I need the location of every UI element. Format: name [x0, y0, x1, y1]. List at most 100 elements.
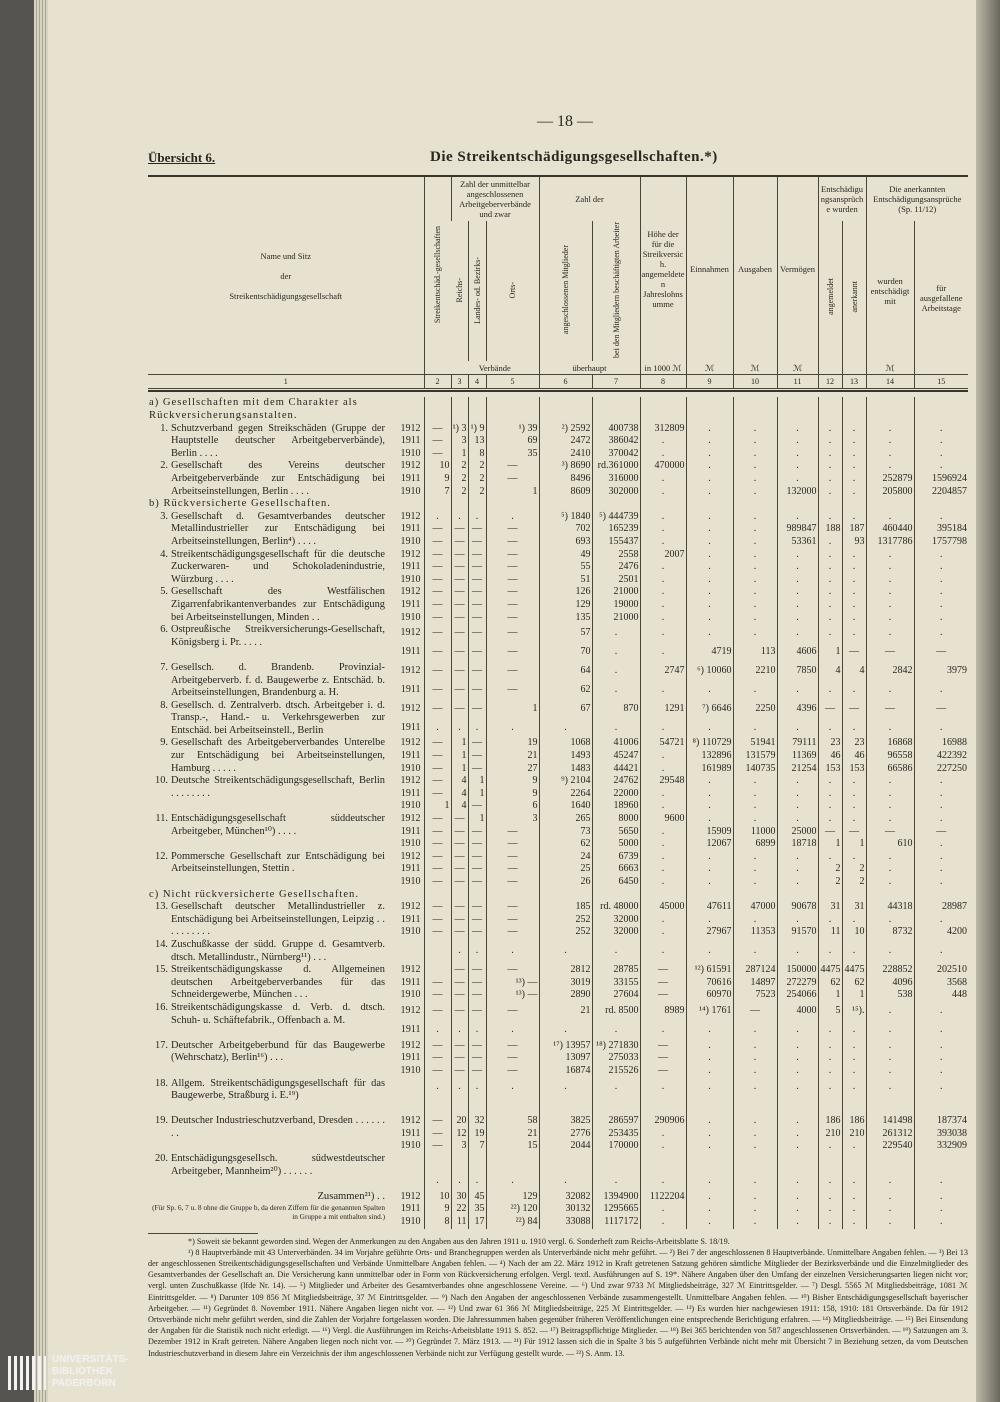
entry-name: 16. Streikentschädigungskasse d. Verb. d.…: [148, 1002, 387, 1040]
value-cell-col-3: —: [450, 1039, 468, 1053]
value-cell-col-8: 1291: [639, 699, 686, 719]
value-cell-col-12: 1: [817, 989, 842, 1002]
table-row: ..............: [148, 1171, 968, 1191]
empty-cell: [538, 397, 592, 423]
value-cell-col-5: —: [485, 964, 539, 977]
value-cell-col-11: .: [776, 624, 818, 644]
entry-name-text: Gesellschaft des Vereins deutscher Arbei…: [171, 460, 385, 497]
value-cell-col-13: .: [841, 1203, 866, 1217]
value-cell-col-12: 5: [817, 1001, 842, 1021]
entry-name-text: Streikentschädigungskasse d. Allgemeinen…: [171, 964, 385, 1001]
value-cell-col-11: .: [776, 1077, 818, 1097]
value-cell-col-7: .: [591, 643, 640, 662]
value-cell-col-13: .: [841, 1077, 866, 1097]
value-cell-col-3: —: [450, 624, 468, 644]
value-cell-col-5: ¹³) —: [485, 976, 539, 990]
value-cell-col-15: 3979: [913, 661, 968, 681]
value-cell-col-13: 10: [841, 926, 866, 939]
entry-number: 2.: [160, 460, 168, 472]
value-cell-col-3: 2: [450, 485, 468, 499]
value-cell-col-7: 6663: [591, 863, 640, 877]
value-cell-col-5: —: [485, 1052, 539, 1065]
table-row: 1911..............: [148, 718, 968, 738]
value-cell-col-2: [423, 1153, 451, 1172]
value-cell-col-11: .: [776, 573, 818, 587]
table-row: 1910 1 4—6 1640 18960........: [148, 800, 968, 814]
value-cell-col-13: .: [841, 447, 866, 461]
value-cell-col-4: 45: [467, 1190, 486, 1204]
value-cell-col-11: 79111: [776, 737, 818, 751]
value-cell-col-15: .: [913, 561, 968, 574]
column-number: 7: [591, 374, 641, 390]
value-cell-col-14: .: [865, 1190, 914, 1204]
value-cell-col-15: .: [913, 510, 968, 524]
year-cell: 1912: [400, 702, 421, 714]
value-cell-col-12: 2: [817, 876, 842, 889]
value-cell-col-13: .: [841, 1140, 866, 1154]
entry-name: 20. Entschädigungsgesellsch. südwestdeuts…: [148, 1153, 387, 1191]
year-cell: 1911: [400, 787, 421, 799]
value-cell-col-15: .: [913, 680, 968, 700]
value-cell-col-2: —: [423, 750, 451, 763]
value-cell-col-14: .: [865, 1001, 914, 1021]
empty-cell: [450, 888, 468, 902]
value-cell-col-6: ¹⁷) 13957: [538, 1039, 592, 1053]
value-cell-col-14: 16868: [865, 737, 914, 751]
entry-number: 14.: [155, 938, 168, 950]
value-cell-col-2: —: [423, 598, 451, 612]
value-cell-col-12: 4: [817, 661, 842, 681]
value-cell-col-6: 252: [538, 926, 592, 939]
value-cell-col-11: 21254: [776, 762, 818, 776]
footnotes: *) Soweit sie bekannt geworden sind. Weg…: [148, 1236, 968, 1359]
year-cell: [387, 1078, 424, 1097]
entry-name-text: Entschädigungsgesellsch. südwestdeutsche…: [171, 1153, 385, 1177]
value-cell-col-14: .: [865, 447, 914, 461]
year-cell: 1912: [400, 422, 421, 434]
year-cell: 1911: [400, 863, 421, 875]
value-cell-col-7: 44421: [591, 762, 640, 776]
table-row: 1911— — — —73 5650. 15909 11000 25000— — — —: [148, 825, 968, 839]
value-cell-col-5: —: [485, 548, 539, 562]
value-cell-col-9: .: [685, 611, 733, 625]
value-cell-col-3: .: [450, 1020, 468, 1040]
value-cell-col-13: .: [841, 938, 866, 965]
value-cell-col-6: 2472: [538, 435, 592, 448]
value-cell-col-2: —: [423, 787, 451, 801]
value-cell-col-15: 395184: [913, 523, 968, 536]
value-cell-col-5: —: [485, 876, 539, 889]
value-cell-col-6: 57: [538, 624, 592, 644]
value-cell-col-9: .: [685, 460, 733, 474]
year-cell: 1911: [400, 825, 421, 837]
year-cell: 1911: [400, 1127, 421, 1139]
value-cell-col-10: 2210: [732, 661, 777, 681]
value-cell-col-4: 7: [467, 1140, 486, 1154]
value-cell-col-11: 91570: [776, 926, 818, 939]
value-cell-col-4: —: [467, 800, 486, 814]
value-cell-col-5: 21: [485, 750, 539, 763]
value-cell-col-3: .: [450, 938, 468, 965]
value-cell-col-3: 4: [450, 787, 468, 801]
value-cell-col-3: —: [450, 699, 468, 719]
value-cell-col-6: .: [538, 718, 592, 738]
table-row: 1910— — — ¹³) —2890 27604—60970 7523 254066 1 1 5…: [148, 989, 968, 1002]
value-cell-col-10: [732, 1096, 777, 1116]
entry-number: 18.: [155, 1077, 168, 1089]
empty-cell: [591, 888, 640, 902]
value-cell-col-14: .: [865, 863, 914, 877]
value-cell-col-2: —: [423, 680, 451, 700]
value-cell-col-3: .: [450, 1171, 468, 1191]
value-cell-col-9: ¹⁴) 1761: [685, 1001, 733, 1021]
column-number: 6: [538, 374, 593, 390]
value-cell-col-3: —: [450, 523, 468, 536]
value-cell-col-15: [913, 1153, 968, 1172]
empty-cell: [776, 888, 818, 902]
value-cell-col-6: ²) 2592: [538, 422, 592, 436]
value-cell-col-13: .: [841, 422, 866, 436]
value-cell-col-2: 10: [423, 1190, 451, 1204]
value-cell-col-8: 9600: [639, 813, 686, 826]
value-cell-col-2: —: [423, 586, 451, 599]
header-c3-text: Reichs-: [454, 277, 464, 303]
value-cell-col-15: .: [913, 1077, 968, 1097]
value-cell-col-8: 290906: [639, 1115, 686, 1128]
value-cell-col-14: .: [865, 586, 914, 599]
